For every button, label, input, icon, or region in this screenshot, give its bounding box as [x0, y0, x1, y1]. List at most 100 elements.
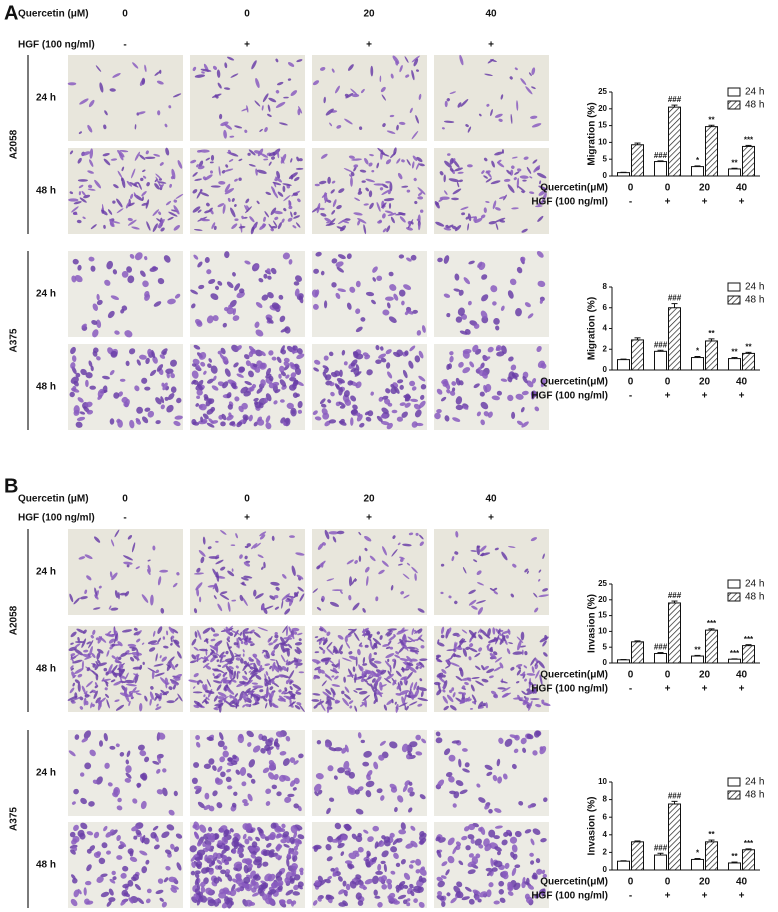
cell — [449, 662, 460, 667]
cell — [312, 900, 318, 906]
cell — [268, 97, 277, 103]
cell — [292, 850, 299, 857]
x-tick-label: 0 — [628, 183, 634, 194]
cell — [530, 115, 538, 119]
legend-label: 24 h — [745, 282, 764, 293]
cell — [376, 631, 380, 635]
cell — [387, 212, 397, 217]
cell — [217, 664, 222, 667]
cell — [99, 82, 104, 93]
cell — [89, 845, 96, 852]
cell — [222, 322, 227, 328]
cell — [216, 659, 220, 663]
cell — [240, 582, 247, 586]
cell — [281, 593, 291, 601]
cell — [296, 59, 303, 63]
quercetin-dose: 40 — [485, 494, 497, 505]
cell — [404, 56, 409, 63]
cell — [400, 591, 405, 595]
cell — [514, 67, 518, 71]
micrograph — [68, 822, 183, 908]
cell — [382, 213, 386, 219]
cell — [536, 251, 544, 258]
category2-label: HGF (100 ng/ml) — [531, 391, 608, 402]
cell — [194, 831, 199, 840]
cell — [262, 850, 268, 857]
cell — [139, 664, 143, 670]
cell — [439, 196, 450, 200]
micrograph-bg — [434, 55, 549, 141]
cell — [470, 550, 477, 552]
cell — [213, 695, 218, 702]
cell — [96, 776, 103, 785]
cell — [378, 876, 385, 883]
cell — [338, 658, 341, 670]
cell — [404, 394, 411, 402]
cell — [104, 110, 108, 116]
cell — [219, 593, 230, 600]
cell-line-label: A375 — [9, 328, 20, 352]
cell — [537, 280, 546, 288]
cell — [391, 409, 398, 414]
cell — [271, 784, 277, 790]
cell — [461, 212, 466, 216]
cell — [235, 769, 241, 775]
cell — [331, 258, 338, 264]
cell — [493, 651, 498, 656]
cell — [265, 788, 272, 795]
cell — [341, 690, 345, 695]
cell — [395, 670, 402, 677]
cell — [110, 158, 118, 161]
cell — [223, 845, 230, 851]
cell — [88, 184, 93, 189]
cell — [527, 313, 534, 319]
cell — [216, 802, 223, 809]
cell — [93, 831, 100, 839]
cell — [508, 546, 516, 548]
cell — [345, 641, 351, 649]
cell — [72, 385, 77, 392]
cell — [395, 862, 401, 868]
cell — [507, 394, 514, 402]
cell — [212, 765, 217, 771]
cell — [76, 628, 85, 634]
legend-label: 24 h — [745, 579, 764, 590]
cell — [378, 219, 382, 223]
time-label: 24 h — [36, 567, 56, 578]
cell — [417, 608, 425, 613]
cell — [296, 156, 300, 162]
legend-label: 48 h — [745, 592, 764, 603]
cell — [292, 683, 302, 690]
cell — [394, 701, 397, 705]
cell — [260, 882, 269, 889]
cell — [337, 634, 344, 640]
cell — [243, 561, 251, 567]
cell — [104, 279, 111, 286]
cell — [261, 604, 265, 611]
cell — [350, 359, 358, 367]
cell — [295, 840, 300, 847]
cell — [385, 180, 392, 184]
cell — [363, 750, 372, 758]
cell — [390, 870, 396, 875]
cell — [213, 595, 217, 600]
cell — [450, 897, 457, 904]
cell — [135, 692, 142, 696]
cell — [109, 829, 115, 834]
cell — [170, 359, 177, 367]
cell — [295, 167, 304, 170]
cell — [70, 665, 74, 669]
cell — [70, 898, 78, 907]
cell — [401, 185, 409, 188]
cell — [501, 839, 508, 846]
cell — [449, 355, 454, 363]
cell — [443, 255, 450, 264]
cell — [255, 329, 264, 337]
cell — [101, 678, 112, 682]
y-tick-label: 8 — [603, 282, 608, 291]
cell — [483, 157, 488, 162]
cell — [220, 869, 227, 875]
cell — [486, 645, 490, 651]
cell — [537, 660, 545, 669]
significance: ### — [654, 643, 668, 652]
